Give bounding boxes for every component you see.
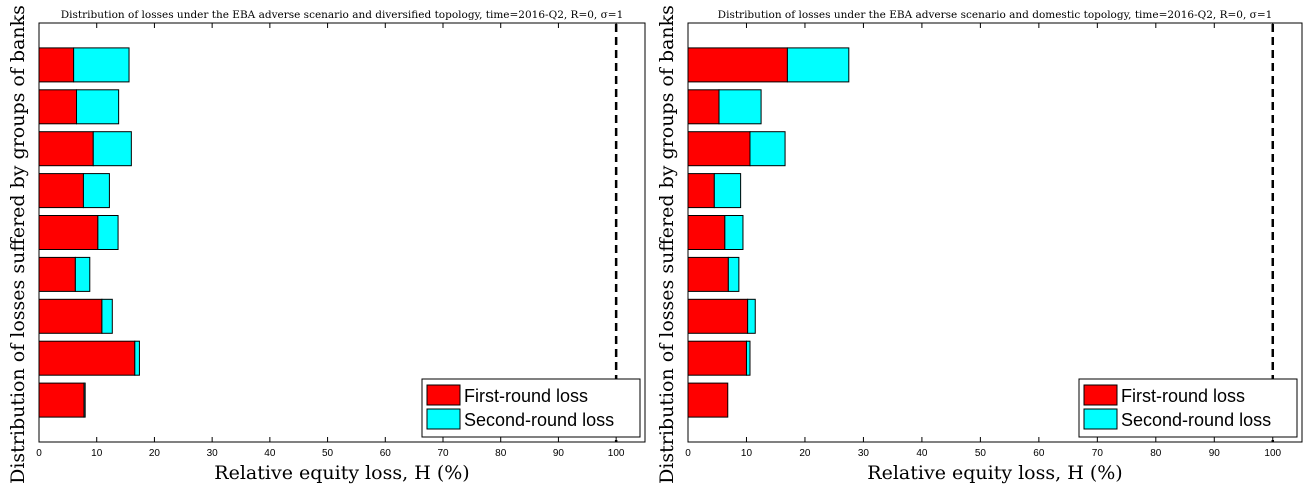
- legend-label-1: First-round loss: [464, 386, 588, 406]
- chart-title: Distribution of losses under the EBA adv…: [718, 9, 1273, 21]
- x-axis-label: Relative equity loss, H (%): [214, 462, 469, 484]
- bar-first-round-3: [687, 131, 751, 167]
- bar-second-round-8: [745, 340, 751, 376]
- x-tick-label: 80: [495, 448, 507, 459]
- bar-first-round-8: [687, 340, 747, 376]
- axes-box: [38, 22, 646, 443]
- bar-first-round-3: [38, 131, 94, 167]
- x-tick-label: 50: [975, 448, 987, 459]
- x-tick-label: 60: [1033, 448, 1045, 459]
- bar-second-round-8: [134, 340, 140, 376]
- x-tick-label: 20: [799, 448, 811, 459]
- y-axis-label: Distribution of losses suffered by group…: [656, 5, 678, 484]
- x-tick-label: 50: [322, 448, 334, 459]
- chart-title: Distribution of losses under the EBA adv…: [61, 9, 624, 21]
- bar-first-round-2: [687, 89, 720, 125]
- bar-second-round-7: [747, 298, 756, 334]
- legend-swatch-1: [426, 384, 461, 406]
- x-tick-label: 40: [916, 448, 928, 459]
- x-tick-label: 40: [264, 448, 276, 459]
- bar-first-round-4: [687, 173, 715, 209]
- x-tick-label: 100: [1264, 448, 1281, 459]
- bar-second-round-6: [74, 256, 91, 292]
- bar-second-round-4: [82, 173, 110, 209]
- x-tick-label: 10: [91, 448, 103, 459]
- bar-first-round-5: [38, 215, 99, 250]
- bar-second-round-2: [718, 89, 762, 125]
- bar-second-round-1: [786, 47, 850, 83]
- legend-label-2: Second-round loss: [464, 410, 614, 430]
- x-tick-label: 0: [685, 448, 691, 459]
- bar-second-round-5: [724, 215, 744, 250]
- legend-swatch-1: [1083, 384, 1118, 406]
- legend-label-1: First-round loss: [1121, 386, 1245, 406]
- bar-first-round-8: [38, 340, 136, 376]
- bar-first-round-1: [687, 47, 788, 83]
- x-tick-label: 90: [1209, 448, 1221, 459]
- bar-second-round-3: [749, 131, 786, 167]
- bar-first-round-2: [38, 89, 78, 125]
- x-tick-label: 90: [553, 448, 565, 459]
- y-axis-label: Distribution of losses suffered by group…: [7, 5, 29, 484]
- axes-box: [687, 22, 1303, 443]
- x-tick-label: 60: [380, 448, 392, 459]
- x-tick-label: 10: [741, 448, 753, 459]
- x-tick-label: 0: [36, 448, 42, 459]
- x-axis-label: Relative equity loss, H (%): [867, 462, 1122, 484]
- x-tick-label: 20: [149, 448, 161, 459]
- bar-first-round-1: [38, 47, 75, 83]
- x-tick-label: 30: [207, 448, 219, 459]
- x-tick-label: 80: [1150, 448, 1162, 459]
- legend-label-2: Second-round loss: [1121, 410, 1271, 430]
- bar-first-round-9: [687, 382, 729, 418]
- bar-second-round-2: [76, 89, 120, 125]
- bar-first-round-7: [687, 298, 749, 334]
- bar-second-round-9: [83, 382, 86, 418]
- bar-first-round-5: [687, 215, 726, 250]
- bar-first-round-7: [38, 298, 103, 334]
- chart-panel-2: 0 10 20 30 40 50 60 70 80 90 100 Distribution of lo…: [656, 5, 1303, 484]
- bar-second-round-1: [73, 47, 130, 83]
- legend-swatch-2: [1083, 408, 1118, 430]
- x-tick-label: 100: [608, 448, 625, 459]
- bar-second-round-3: [92, 131, 132, 167]
- chart-panel-1: 0 10 20 30 40 50 60 70 80 90 100 Distribution of lo…: [7, 5, 646, 484]
- bar-first-round-9: [38, 382, 85, 418]
- legend: First-round loss Second-round loss: [1078, 378, 1298, 438]
- x-tick-label: 30: [858, 448, 870, 459]
- bar-second-round-4: [713, 173, 742, 209]
- x-tick-label: 70: [437, 448, 449, 459]
- bar-first-round-4: [38, 173, 84, 209]
- legend-swatch-2: [426, 408, 461, 430]
- bar-second-round-6: [727, 256, 740, 292]
- bar-first-round-6: [38, 256, 76, 292]
- bar-second-round-5: [97, 215, 119, 250]
- bar-second-round-7: [101, 298, 113, 334]
- bar-first-round-6: [687, 256, 729, 292]
- x-tick-label: 70: [1092, 448, 1104, 459]
- legend: First-round loss Second-round loss: [421, 378, 641, 438]
